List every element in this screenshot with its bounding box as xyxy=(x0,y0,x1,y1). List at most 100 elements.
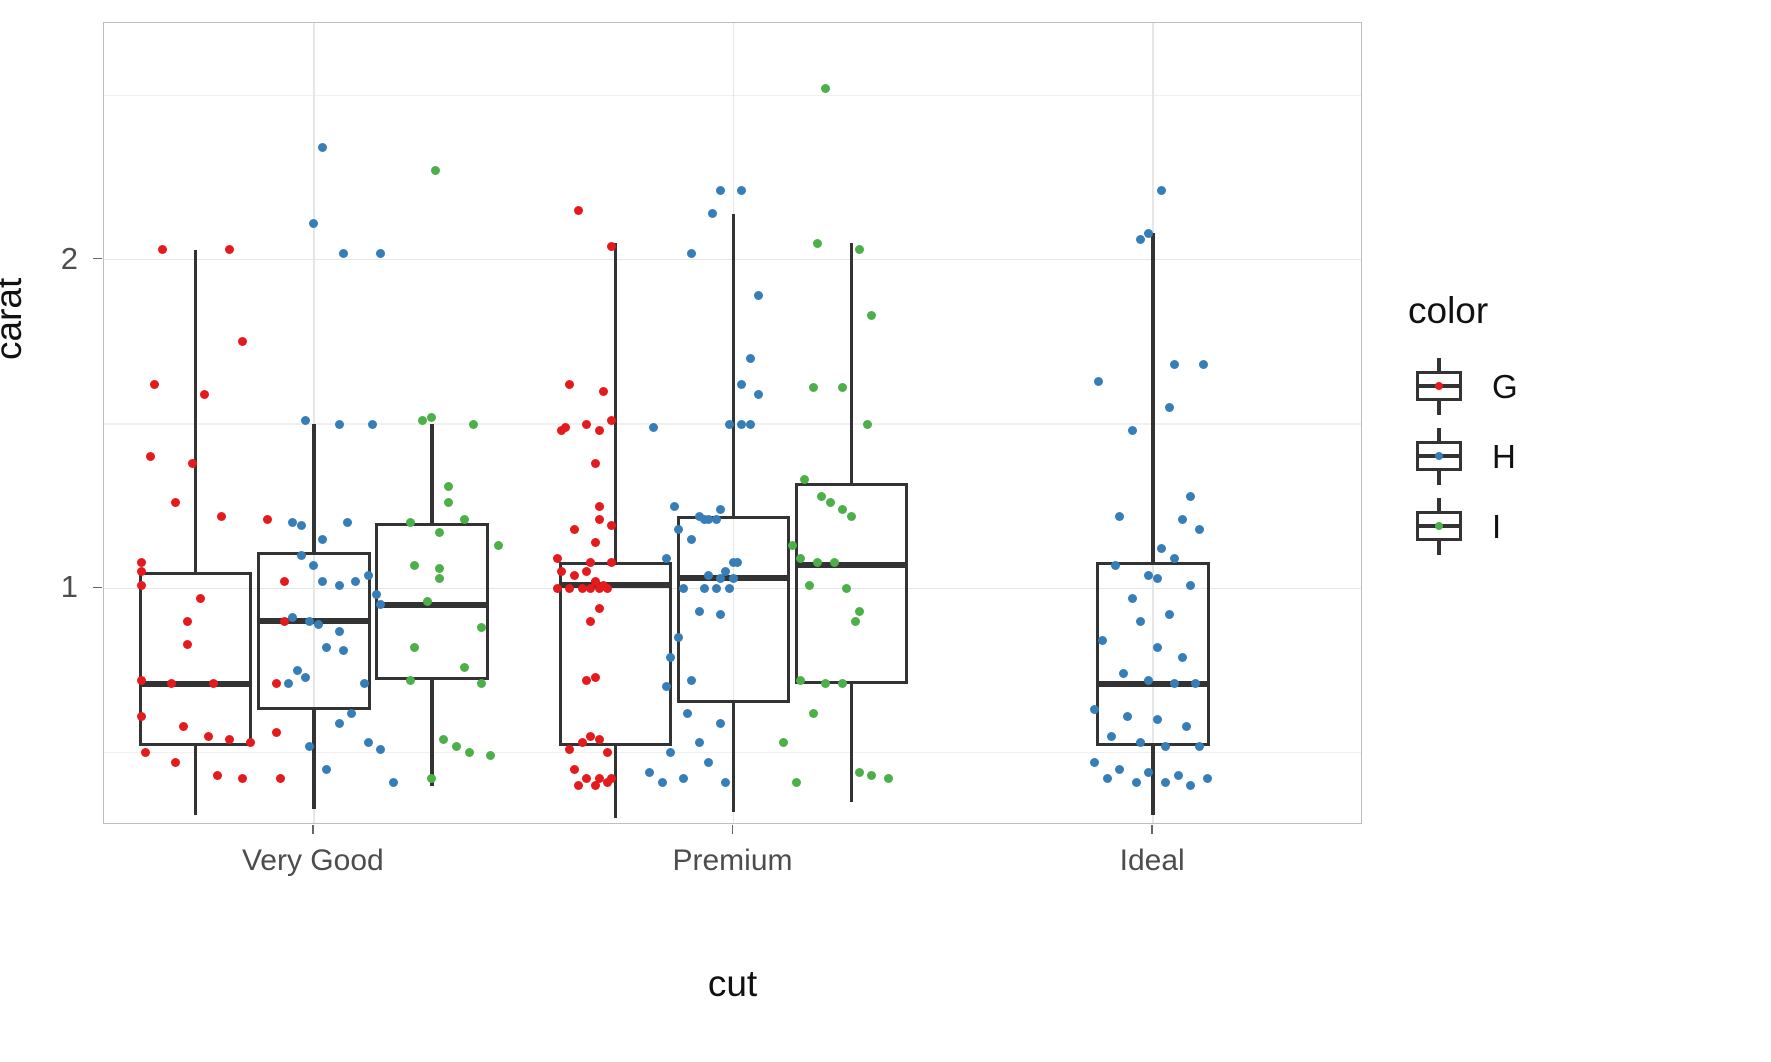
data-point xyxy=(729,573,738,583)
data-point xyxy=(183,616,193,626)
data-point xyxy=(607,557,617,567)
data-point xyxy=(1089,705,1099,715)
data-point xyxy=(376,744,386,754)
legend-entry-i[interactable]: I xyxy=(1408,495,1588,557)
data-point xyxy=(594,583,604,593)
data-point xyxy=(1161,777,1171,787)
data-point xyxy=(666,748,676,758)
data-point xyxy=(1152,715,1162,725)
data-point xyxy=(586,557,596,567)
data-point xyxy=(678,583,688,593)
data-point xyxy=(493,541,503,551)
data-point xyxy=(158,245,168,255)
data-point xyxy=(582,675,592,685)
data-point xyxy=(661,554,671,564)
data-point xyxy=(288,613,298,623)
data-point xyxy=(712,583,722,593)
data-point xyxy=(149,380,159,390)
data-point xyxy=(1119,669,1129,679)
data-point xyxy=(1098,636,1108,646)
data-point xyxy=(368,419,378,429)
data-point xyxy=(435,527,445,537)
data-point xyxy=(687,534,697,544)
data-point xyxy=(334,419,344,429)
data-point xyxy=(737,419,747,429)
data-point xyxy=(590,672,600,682)
data-point xyxy=(854,606,864,616)
legend-entry-g[interactable]: G xyxy=(1408,355,1588,417)
data-point xyxy=(187,458,197,468)
data-point xyxy=(573,781,583,791)
legend-entry-h[interactable]: H xyxy=(1408,425,1588,487)
data-point xyxy=(321,764,331,774)
data-point xyxy=(565,744,575,754)
legend-entry-label: H xyxy=(1492,437,1516,475)
data-point xyxy=(145,452,155,462)
y-axis-tick-mark xyxy=(93,586,102,589)
data-point xyxy=(607,521,617,531)
data-point xyxy=(737,380,747,390)
data-point xyxy=(342,518,352,528)
data-point xyxy=(838,504,848,514)
data-point xyxy=(817,491,827,501)
data-point xyxy=(594,426,604,436)
data-point xyxy=(884,774,894,784)
whisker-upper xyxy=(312,424,316,553)
data-point xyxy=(296,521,306,531)
data-point xyxy=(179,721,189,731)
whisker-lower xyxy=(613,746,617,819)
data-point xyxy=(569,524,579,534)
data-point xyxy=(586,616,596,626)
data-point xyxy=(170,498,180,508)
data-point xyxy=(1178,652,1188,662)
data-point xyxy=(854,767,864,777)
legend-key-boxplot-icon xyxy=(1408,355,1470,417)
data-point xyxy=(720,567,730,577)
data-point xyxy=(838,383,848,393)
data-point xyxy=(607,774,617,784)
data-point xyxy=(271,679,281,689)
data-point xyxy=(443,481,453,491)
data-point xyxy=(594,735,604,745)
data-point xyxy=(334,626,344,636)
data-point xyxy=(317,534,327,544)
data-point xyxy=(821,679,831,689)
median-line xyxy=(375,601,489,608)
data-point xyxy=(288,518,298,528)
data-point xyxy=(716,718,726,728)
data-point xyxy=(309,219,319,228)
data-point xyxy=(1144,767,1154,777)
data-point xyxy=(279,616,289,626)
data-point xyxy=(687,248,697,258)
data-point xyxy=(1131,777,1141,787)
data-point xyxy=(284,679,294,689)
data-point xyxy=(1157,186,1167,196)
data-point xyxy=(603,777,613,787)
plot-panel xyxy=(103,22,1362,824)
data-point xyxy=(590,781,600,791)
data-point xyxy=(321,643,331,652)
data-point xyxy=(292,666,302,676)
box-iqr xyxy=(794,483,909,684)
y-axis-tick-mark xyxy=(93,257,102,260)
data-point xyxy=(1136,235,1146,245)
data-point xyxy=(1186,580,1196,590)
data-point xyxy=(724,419,734,429)
data-point xyxy=(607,416,617,426)
data-point xyxy=(439,735,449,745)
data-point xyxy=(1106,731,1116,741)
data-point xyxy=(460,514,470,524)
data-point xyxy=(867,771,877,781)
data-point xyxy=(1089,758,1099,768)
x-axis-tick-label: Ideal xyxy=(1119,844,1185,877)
data-point xyxy=(1173,771,1183,781)
data-point xyxy=(376,248,386,258)
gridline-vertical xyxy=(313,23,315,823)
data-point xyxy=(317,143,327,153)
data-point xyxy=(779,738,789,748)
data-point xyxy=(200,389,210,399)
data-point xyxy=(745,419,755,429)
data-point xyxy=(594,501,604,511)
data-point xyxy=(313,620,323,629)
